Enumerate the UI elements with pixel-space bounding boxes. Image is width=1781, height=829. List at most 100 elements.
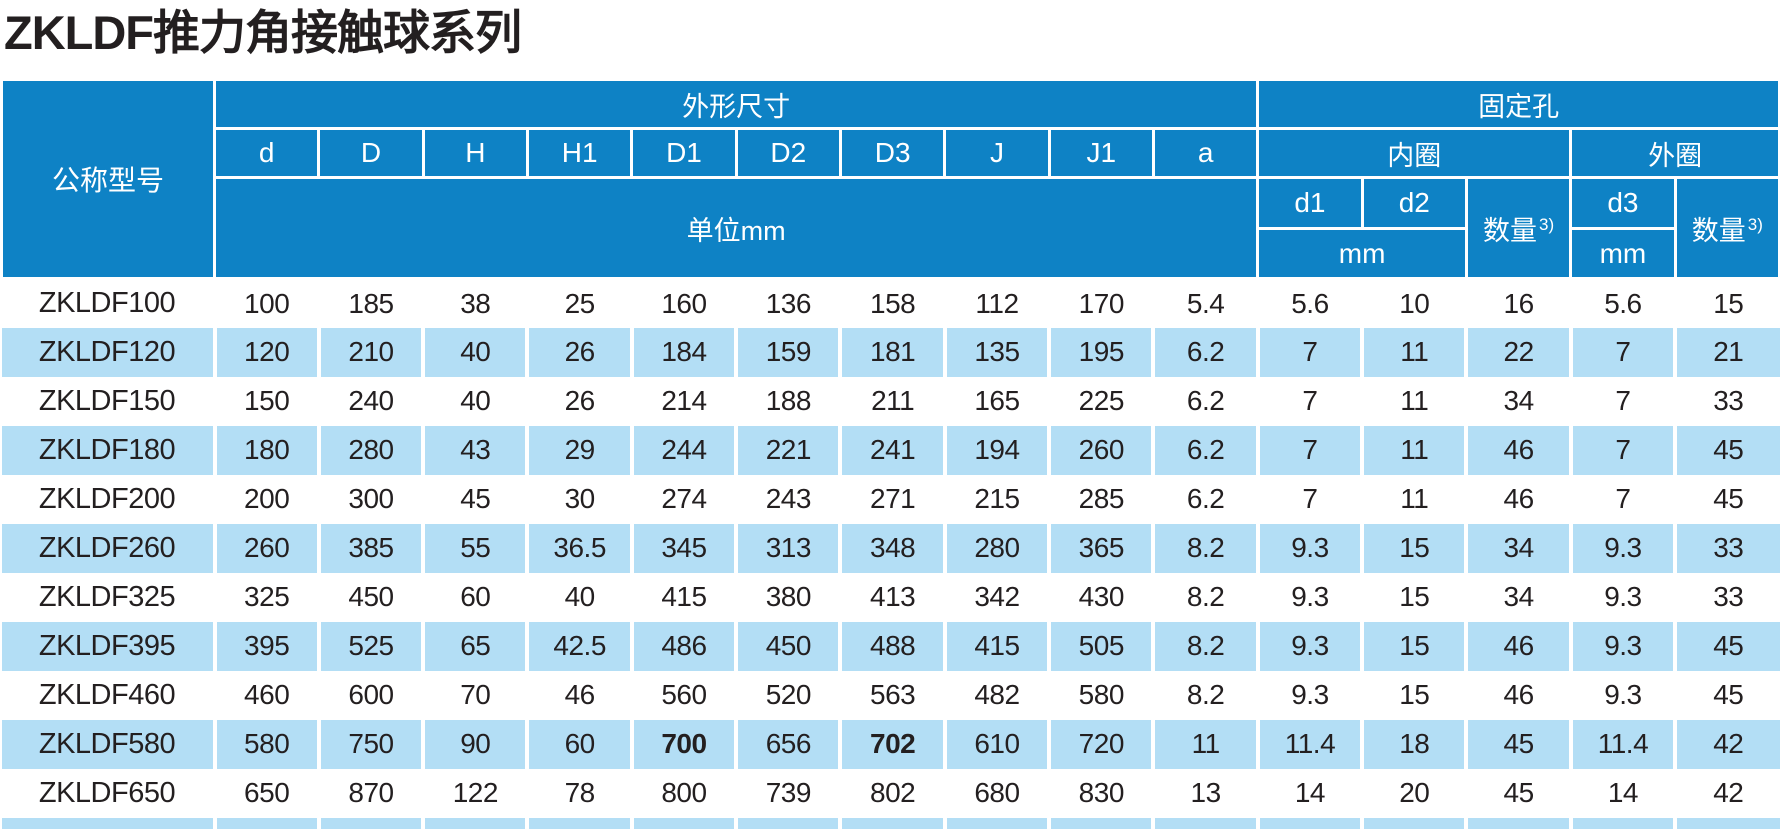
value-cell: 46	[1464, 670, 1571, 720]
value-cell: 122	[421, 768, 528, 818]
value-cell: 33	[1673, 376, 1780, 426]
value-cell: 211	[838, 376, 945, 426]
value-cell	[1047, 817, 1154, 829]
col-header-H: H	[421, 127, 529, 179]
header-letters-row: d D H H1 D1 D2 D3 J J1 a 内圈 外圈	[2, 127, 1781, 179]
value-cell: 45	[1673, 621, 1780, 671]
value-cell: 300	[316, 474, 424, 524]
value-cell: 580	[212, 719, 319, 769]
value-cell: 100	[212, 278, 319, 328]
value-cell: 11	[1360, 327, 1467, 377]
value-cell: 60	[525, 719, 632, 769]
value-cell: 43	[421, 425, 528, 475]
value-cell	[1568, 817, 1676, 829]
model-cell: ZKLDF580	[1, 719, 215, 769]
value-cell: 7	[1568, 327, 1676, 377]
value-cell: 26	[525, 376, 632, 426]
value-cell: 750	[316, 719, 424, 769]
value-cell: 42	[1673, 768, 1780, 818]
value-cell: 11	[1360, 425, 1467, 475]
col-header-a: a	[1151, 127, 1260, 179]
value-cell: 184	[629, 327, 737, 377]
value-cell: 680	[942, 768, 1050, 818]
value-cell: 563	[838, 670, 945, 720]
value-cell: 7	[1568, 474, 1676, 524]
value-cell: 7	[1255, 425, 1363, 475]
value-cell: 345	[629, 523, 737, 573]
value-cell: 29	[525, 425, 632, 475]
value-cell: 45	[1464, 768, 1571, 818]
value-cell: 610	[942, 719, 1050, 769]
value-cell	[1464, 817, 1571, 829]
value-cell: 16	[1464, 278, 1571, 328]
value-cell: 325	[212, 572, 319, 622]
bearing-spec-table: 公称型号 外形尺寸 固定孔 d D H H1 D1 D2 D3 J J1 a 内…	[0, 78, 1781, 829]
value-cell: 520	[734, 670, 841, 720]
table-body: ZKLDF100 100 185 38 25 160 136 158 112 1…	[1, 278, 1780, 829]
value-cell: 656	[734, 719, 841, 769]
value-cell: 450	[734, 621, 841, 671]
value-cell: 46	[1464, 425, 1571, 475]
value-cell: 271	[838, 474, 945, 524]
value-cell: 870	[316, 768, 424, 818]
value-cell	[1360, 817, 1467, 829]
col-header-qty-inner: 数量 3)	[1464, 176, 1573, 280]
value-cell: 214	[629, 376, 737, 426]
value-cell: 215	[942, 474, 1050, 524]
col-header-model: 公称型号	[0, 78, 216, 280]
value-cell: 460	[212, 670, 319, 720]
value-cell: 505	[1047, 621, 1154, 671]
qty-label: 数量	[1691, 215, 1746, 246]
model-cell: ZKLDF325	[1, 572, 215, 622]
value-cell: 38	[421, 278, 528, 328]
value-cell: 70	[421, 670, 528, 720]
table-row: ZKLDF200 200 300 45 30 274 243 271 215 2…	[1, 474, 1780, 524]
table-row: ZKLDF180 180 280 43 29 244 221 241 194 2…	[1, 425, 1780, 475]
value-cell: 210	[316, 327, 424, 377]
unit-label: 单位mm	[212, 176, 1260, 280]
value-cell: 40	[525, 572, 632, 622]
value-cell	[734, 817, 841, 829]
value-cell: 365	[1047, 523, 1154, 573]
value-cell: 8.2	[1151, 670, 1258, 720]
value-cell: 7	[1568, 425, 1676, 475]
value-cell: 90	[421, 719, 528, 769]
table-row: ZKLDF260 260 385 55 36.5 345 313 348 280…	[1, 523, 1780, 573]
value-cell: 181	[838, 327, 945, 377]
qty-footnote-marker: 3)	[1747, 214, 1763, 234]
value-cell: 482	[942, 670, 1050, 720]
value-cell: 702	[838, 719, 945, 769]
value-cell: 280	[942, 523, 1050, 573]
col-header-d3: d3	[1569, 176, 1677, 230]
value-cell: 120	[212, 327, 319, 377]
value-cell: 11.4	[1255, 719, 1363, 769]
header-unit-row: 单位mm d1 d2 数量 3) d3 数量 3)	[2, 176, 1781, 280]
value-cell: 274	[629, 474, 737, 524]
value-cell: 11	[1360, 376, 1467, 426]
value-cell: 15	[1360, 670, 1467, 720]
value-cell: 14	[1255, 768, 1363, 818]
value-cell: 486	[629, 621, 737, 671]
value-cell	[212, 817, 319, 829]
value-cell: 6.2	[1151, 474, 1258, 524]
col-header-D1: D1	[630, 127, 738, 179]
value-cell: 8.2	[1151, 572, 1258, 622]
value-cell: 5.6	[1255, 278, 1363, 328]
value-cell	[629, 817, 737, 829]
value-cell: 600	[316, 670, 424, 720]
value-cell: 15	[1360, 523, 1467, 573]
model-cell: ZKLDF460	[1, 670, 215, 720]
value-cell: 415	[629, 572, 737, 622]
group-header-fixing-holes: 固定孔	[1256, 78, 1781, 130]
value-cell: 136	[734, 278, 841, 328]
value-cell: 260	[1047, 425, 1154, 475]
value-cell: 225	[1047, 376, 1154, 426]
value-cell: 6.2	[1151, 376, 1258, 426]
value-cell: 9.3	[1568, 572, 1676, 622]
col-header-d: d	[212, 127, 321, 179]
value-cell: 60	[421, 572, 528, 622]
value-cell: 10	[1360, 278, 1467, 328]
value-cell: 45	[421, 474, 528, 524]
value-cell	[1151, 817, 1258, 829]
